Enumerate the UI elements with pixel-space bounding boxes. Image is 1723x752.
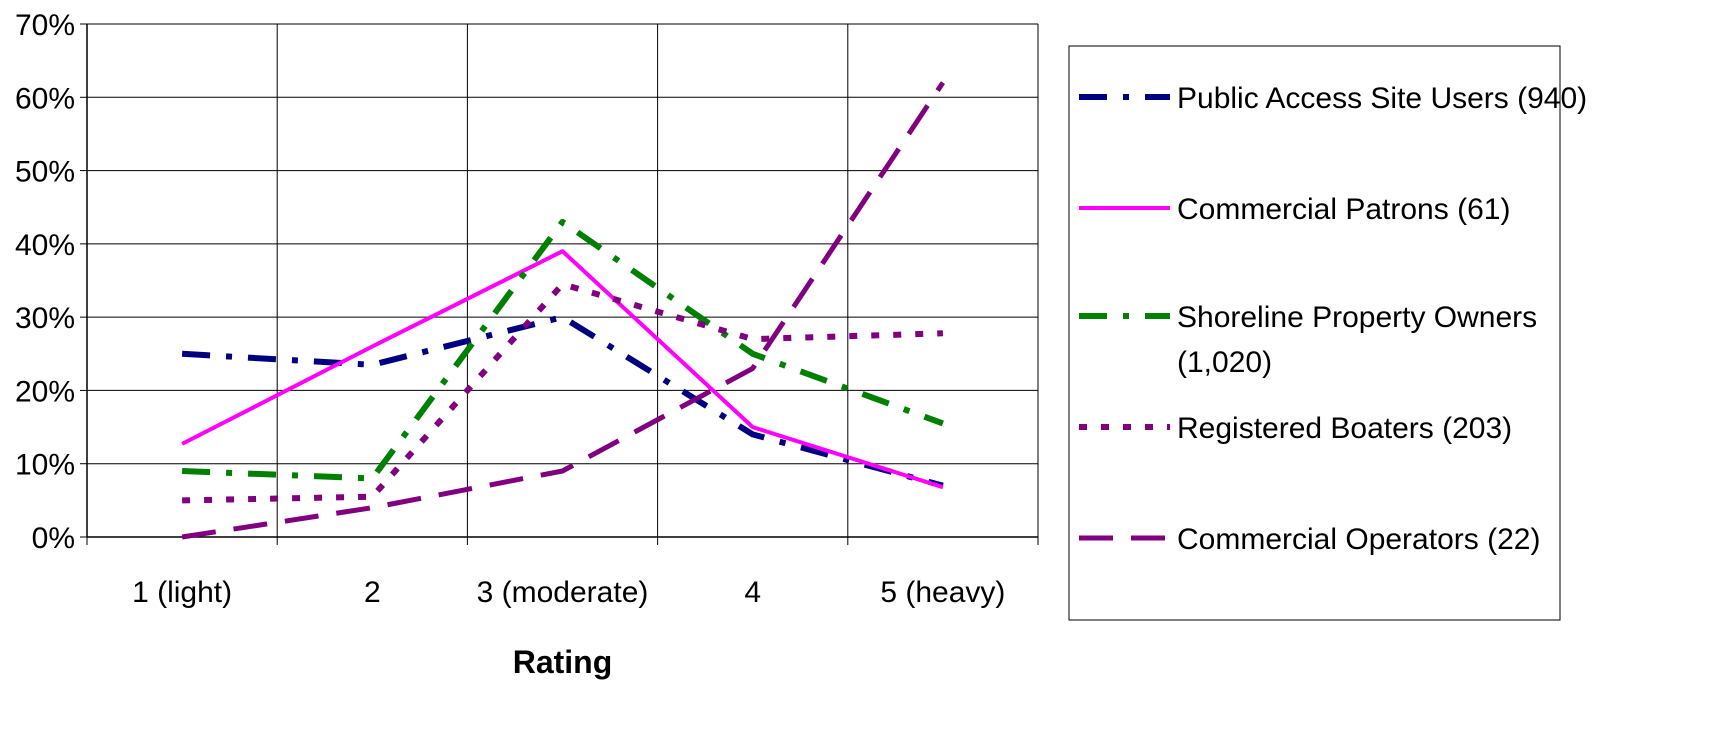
axes: 0% 10% 20% 30% 40% 50% 60% 70% 1 (light) 2 3 (mode…: [15, 9, 1039, 609]
y-tick-label: 0%: [32, 522, 75, 555]
legend-label: Registered Boaters (203): [1177, 412, 1512, 445]
x-tick-label: 2: [364, 576, 381, 609]
legend-label: Public Access Site Users (940): [1177, 82, 1587, 115]
legend-label: Commercial Operators (22): [1177, 523, 1540, 556]
x-axis-title: Rating: [513, 644, 613, 680]
y-tick-label: 50%: [15, 156, 75, 189]
series-line-public-access-site-users-940: [181, 314, 944, 489]
legend-box: [1068, 45, 1561, 621]
series-line-registered-boaters-203: [182, 281, 943, 504]
legend: Public Access Site Users (940) Commercial…: [1068, 45, 1587, 621]
series-line-shoreline-property-owners-1-020: [181, 218, 944, 482]
x-tick-label: 3 (moderate): [477, 576, 649, 609]
series-line-commercial-operators-22: [181, 81, 945, 540]
x-tick-label: 5 (heavy): [880, 576, 1005, 609]
y-tick-label: 40%: [15, 229, 75, 262]
y-tick-label: 20%: [15, 375, 75, 408]
x-tick-label: 1 (light): [132, 576, 232, 609]
y-tick-label: 70%: [15, 9, 75, 42]
gridlines: [87, 23, 1039, 537]
legend-label: Shoreline Property Owners (1,020): [1177, 301, 1537, 379]
legend-label: Commercial Patrons (61): [1177, 193, 1510, 226]
series-lines: [181, 81, 945, 540]
y-tick-label: 60%: [15, 82, 75, 115]
series-line-commercial-patrons-61: [181, 249, 944, 490]
x-tick-label: 4: [744, 576, 761, 609]
y-tick-label: 30%: [15, 302, 75, 335]
y-tick-label: 10%: [15, 449, 75, 482]
